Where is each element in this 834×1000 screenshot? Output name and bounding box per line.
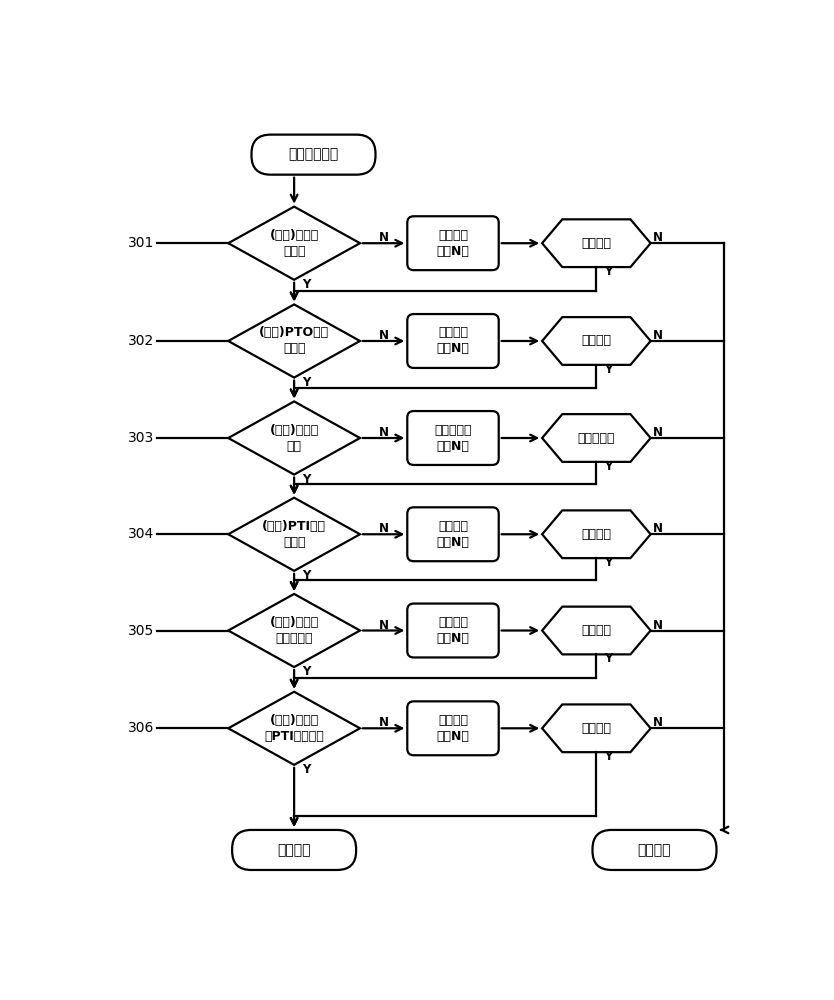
FancyBboxPatch shape bbox=[407, 314, 499, 368]
Text: (动作)PTI离合
器合排: (动作)PTI离合 器合排 bbox=[262, 520, 326, 549]
Text: (动作)轴带电
机PTI模式起动: (动作)轴带电 机PTI模式起动 bbox=[264, 714, 324, 743]
Text: N: N bbox=[379, 619, 389, 632]
Text: 恒转速指令
延时N秒: 恒转速指令 延时N秒 bbox=[435, 424, 472, 453]
Text: Y: Y bbox=[604, 265, 612, 278]
Text: 切换阶段开始: 切换阶段开始 bbox=[289, 148, 339, 162]
Text: N: N bbox=[653, 426, 663, 439]
FancyBboxPatch shape bbox=[407, 507, 499, 561]
Text: 302: 302 bbox=[128, 334, 153, 348]
Text: N: N bbox=[653, 619, 663, 632]
FancyBboxPatch shape bbox=[407, 411, 499, 465]
Text: 恒转速反馈: 恒转速反馈 bbox=[578, 432, 615, 445]
Text: 303: 303 bbox=[128, 431, 153, 445]
Text: 运行反馈: 运行反馈 bbox=[581, 722, 611, 735]
Polygon shape bbox=[229, 594, 360, 667]
Text: N: N bbox=[379, 231, 389, 244]
Text: 脱排反馈: 脱排反馈 bbox=[581, 334, 611, 347]
Polygon shape bbox=[542, 219, 651, 267]
Polygon shape bbox=[542, 414, 651, 462]
FancyBboxPatch shape bbox=[592, 830, 716, 870]
Text: Y: Y bbox=[302, 763, 310, 776]
Text: 合排反馈: 合排反馈 bbox=[581, 528, 611, 541]
Polygon shape bbox=[542, 317, 651, 365]
Text: Y: Y bbox=[604, 652, 612, 666]
Polygon shape bbox=[229, 207, 360, 280]
Text: 报警退出: 报警退出 bbox=[638, 843, 671, 857]
Text: 305: 305 bbox=[128, 624, 153, 638]
Polygon shape bbox=[229, 692, 360, 765]
Text: N: N bbox=[653, 522, 663, 535]
Text: 起动指令
延时N秒: 起动指令 延时N秒 bbox=[436, 714, 470, 743]
Text: N: N bbox=[653, 231, 663, 244]
Text: 301: 301 bbox=[128, 236, 153, 250]
Text: Y: Y bbox=[302, 376, 310, 389]
Polygon shape bbox=[542, 704, 651, 752]
Text: 合排反馈: 合排反馈 bbox=[581, 237, 611, 250]
Text: N: N bbox=[379, 716, 389, 729]
Text: Y: Y bbox=[302, 278, 310, 291]
Text: Y: Y bbox=[604, 363, 612, 376]
Polygon shape bbox=[229, 401, 360, 475]
Text: 脱排指令
延时N秒: 脱排指令 延时N秒 bbox=[436, 326, 470, 355]
Text: Y: Y bbox=[302, 665, 310, 678]
Polygon shape bbox=[229, 498, 360, 571]
Text: Y: Y bbox=[604, 460, 612, 473]
Polygon shape bbox=[542, 510, 651, 558]
Text: N: N bbox=[653, 716, 663, 729]
Text: Y: Y bbox=[604, 556, 612, 569]
FancyBboxPatch shape bbox=[407, 604, 499, 657]
Text: N: N bbox=[379, 522, 389, 535]
Text: 合闸反馈: 合闸反馈 bbox=[581, 624, 611, 637]
FancyBboxPatch shape bbox=[252, 135, 375, 175]
Text: N: N bbox=[379, 426, 389, 439]
Text: Y: Y bbox=[302, 473, 310, 486]
FancyBboxPatch shape bbox=[407, 701, 499, 755]
Text: N: N bbox=[379, 329, 389, 342]
Text: 合排指令
延时N秒: 合排指令 延时N秒 bbox=[436, 520, 470, 549]
Text: (动作)主机恒
转速: (动作)主机恒 转速 bbox=[269, 424, 319, 453]
Polygon shape bbox=[229, 304, 360, 378]
FancyBboxPatch shape bbox=[232, 830, 356, 870]
Text: N: N bbox=[653, 329, 663, 342]
Text: 合排指令
延时N秒: 合排指令 延时N秒 bbox=[436, 229, 470, 258]
FancyBboxPatch shape bbox=[407, 216, 499, 270]
Text: 304: 304 bbox=[128, 527, 153, 541]
Text: 合闸指令
延时N秒: 合闸指令 延时N秒 bbox=[436, 616, 470, 645]
Text: (动作)轴带电
机开关合闸: (动作)轴带电 机开关合闸 bbox=[269, 616, 319, 645]
Text: (保持)主离合
器合排: (保持)主离合 器合排 bbox=[269, 229, 319, 258]
Text: Y: Y bbox=[302, 569, 310, 582]
Text: (保持)PTO离合
器脱排: (保持)PTO离合 器脱排 bbox=[259, 326, 329, 355]
Text: Y: Y bbox=[604, 750, 612, 763]
Text: 306: 306 bbox=[128, 721, 153, 735]
Text: 完成切换: 完成切换 bbox=[278, 843, 311, 857]
Polygon shape bbox=[542, 607, 651, 654]
